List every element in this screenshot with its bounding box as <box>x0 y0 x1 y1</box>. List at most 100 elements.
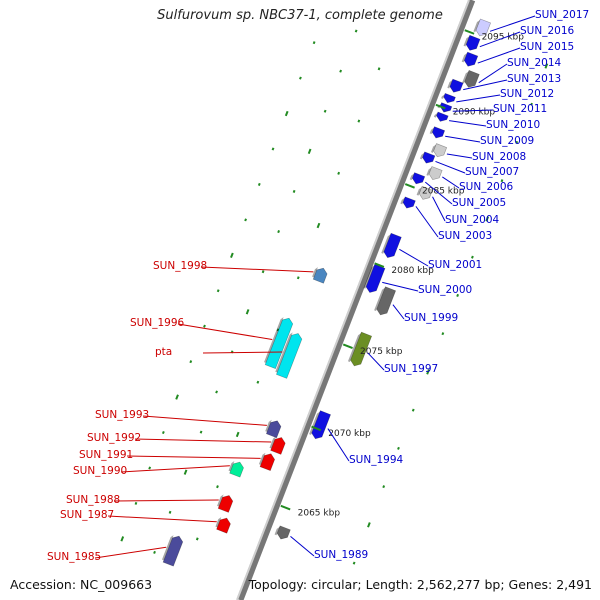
gene-leader-line <box>399 248 429 267</box>
gene-label[interactable]: SUN_2004 <box>445 214 499 226</box>
gene-feature <box>312 267 328 284</box>
gc-dot <box>377 67 381 71</box>
backbone-line <box>236 0 476 600</box>
gene-label[interactable]: SUN_2010 <box>486 119 540 131</box>
gc-dot <box>441 332 445 336</box>
gene-label[interactable]: SUN_2015 <box>520 41 574 53</box>
gene-leader-line <box>463 79 508 91</box>
gene-label[interactable]: SUN_1988 <box>66 494 120 506</box>
gene-feature <box>265 419 282 439</box>
gene-feature <box>447 78 464 93</box>
gc-dot <box>276 328 280 332</box>
gene-feature <box>461 51 479 67</box>
gene-label[interactable]: SUN_2000 <box>418 284 472 296</box>
gene-leader-line <box>449 120 487 127</box>
gc-dot <box>485 216 490 222</box>
gc-dot <box>307 148 312 155</box>
gene-feature <box>258 452 275 472</box>
gene-leader-line <box>415 206 439 238</box>
tick-mark <box>374 262 385 268</box>
gc-dot <box>411 408 415 412</box>
gene-label[interactable]: SUN_2003 <box>438 230 492 242</box>
gene-label[interactable]: SUN_2016 <box>520 25 574 37</box>
gene-label[interactable]: SUN_2011 <box>493 103 547 115</box>
gene-label[interactable]: SUN_1989 <box>314 549 368 561</box>
gene-label[interactable]: SUN_1996 <box>130 317 184 329</box>
gc-dot <box>530 102 533 106</box>
gene-label[interactable]: SUN_2005 <box>452 197 506 209</box>
gene-label[interactable]: SUN_2017 <box>535 9 589 21</box>
gc-dot <box>277 230 280 234</box>
gene-leader-line <box>424 181 453 205</box>
tick-label: 2090 kbp <box>453 107 496 117</box>
gene-label[interactable]: SUN_1987 <box>60 509 114 521</box>
tick-label: 2085 kbp <box>422 187 465 197</box>
gene-leader-line <box>477 47 521 64</box>
gc-dot <box>235 431 240 438</box>
gc-dot <box>296 276 300 280</box>
gene-label[interactable]: SUN_1993 <box>95 409 149 421</box>
gene-label[interactable]: SUN_2009 <box>480 135 534 147</box>
gene-feature <box>269 436 286 455</box>
gene-label[interactable]: pta <box>155 346 172 358</box>
gene-leader-line <box>442 176 460 189</box>
gene-feature <box>374 286 397 316</box>
gene-label[interactable]: SUN_2013 <box>507 73 561 85</box>
gc-dot <box>120 536 125 542</box>
gene-feature <box>274 525 291 540</box>
gene-leader-line <box>290 535 315 557</box>
gene-leader-line <box>142 415 267 426</box>
gene-label[interactable]: SUN_2007 <box>465 166 519 178</box>
tick-mark <box>280 504 291 511</box>
gc-dot <box>257 182 261 186</box>
gene-leader-line <box>489 15 536 32</box>
gene-label[interactable]: SUN_2012 <box>500 88 554 100</box>
gc-dot <box>352 561 356 565</box>
gene-leader-line <box>452 109 494 112</box>
gene-leader-line <box>113 499 219 502</box>
gene-label[interactable]: SUN_2014 <box>507 57 561 69</box>
gc-dot <box>500 179 504 183</box>
gene-label[interactable]: SUN_1985 <box>47 551 101 563</box>
gene-label[interactable]: SUN_1992 <box>87 432 141 444</box>
gene-label[interactable]: SUN_1990 <box>73 465 127 477</box>
gc-dot <box>175 394 179 400</box>
gene-feature <box>437 102 453 113</box>
gene-leader-line <box>382 281 419 292</box>
gene-feature <box>161 535 184 567</box>
gc-dot <box>337 171 341 175</box>
gc-dot <box>271 147 275 151</box>
gc-dot <box>168 510 172 514</box>
gene-label[interactable]: SUN_1998 <box>153 260 207 272</box>
gene-features <box>161 18 491 567</box>
topology-text: Topology: circular; Length: 2,562,277 bp… <box>248 577 592 592</box>
gene-feature <box>264 317 294 370</box>
gene-label[interactable]: SUN_2006 <box>459 181 513 193</box>
gene-label[interactable]: SUN_2001 <box>428 259 482 271</box>
gene-label[interactable]: SUN_1997 <box>384 363 438 375</box>
gene-feature <box>416 185 433 200</box>
gc-dot <box>515 140 519 144</box>
gc-dot <box>183 469 188 475</box>
gene-leader-line <box>202 351 283 354</box>
gc-dot <box>397 446 400 450</box>
gc-dot <box>215 390 218 394</box>
gene-feature <box>215 517 231 534</box>
gc-dot <box>134 501 138 505</box>
gc-dot <box>216 289 220 293</box>
gene-label[interactable]: SUN_2008 <box>472 151 526 163</box>
gene-label[interactable]: SUN_1991 <box>79 449 133 461</box>
tick-label: 2095 kbp <box>482 33 525 43</box>
gc-dot <box>312 41 316 45</box>
tick-mark <box>404 183 415 189</box>
gene-label[interactable]: SUN_1999 <box>404 312 458 324</box>
gene-feature <box>381 232 402 258</box>
tick-label: 2065 kbp <box>298 508 341 518</box>
gene-feature <box>430 143 448 158</box>
gene-label[interactable]: SUN_1994 <box>349 454 403 466</box>
gene-leader-line <box>446 153 473 159</box>
backbone-highlight <box>236 0 470 600</box>
gc-dot <box>256 380 260 384</box>
tick-label: 2070 kbp <box>328 429 371 439</box>
gc-dot <box>244 218 247 222</box>
